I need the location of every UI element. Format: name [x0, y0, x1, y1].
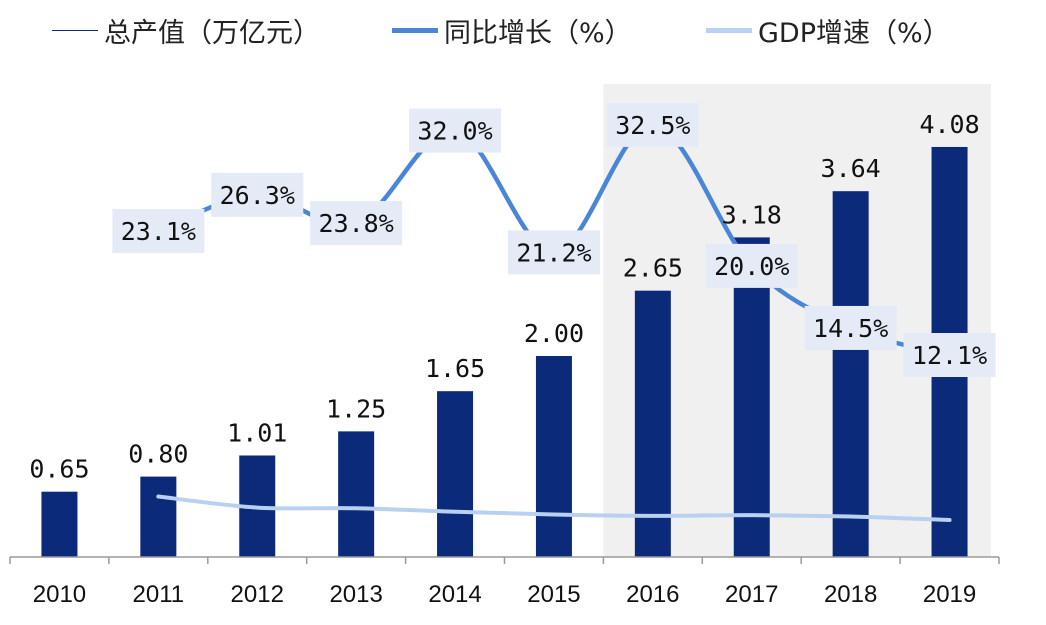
bar-2014 — [437, 391, 474, 557]
growth-label-2019: 12.1% — [903, 333, 996, 378]
growth-label-text-2014: 32.0% — [417, 117, 492, 146]
growth-label-text-2017: 20.0% — [714, 252, 789, 281]
growth-label-text-2015: 21.2% — [516, 238, 591, 267]
bar-2010 — [41, 491, 78, 557]
growth-label-box-2019 — [903, 333, 996, 378]
growth-label-box-2016 — [606, 102, 699, 147]
growth-label-2011: 23.1% — [112, 208, 205, 253]
growth-label-box-2017 — [705, 243, 798, 288]
legend-swatch-gdp — [706, 27, 752, 33]
growth-label-text-2011: 23.1% — [121, 217, 196, 246]
growth-label-2012: 26.3% — [211, 172, 304, 217]
growth-label-2014: 32.0% — [409, 108, 502, 153]
growth-label-text-2019: 12.1% — [912, 341, 987, 370]
gdp-line — [156, 494, 952, 522]
growth-label-box-2014 — [409, 108, 502, 153]
legend-swatch-growth — [392, 27, 438, 33]
growth-label-2013: 23.8% — [310, 201, 403, 246]
bar-2018 — [832, 191, 869, 557]
legend-swatch-output — [52, 29, 98, 31]
growth-label-text-2012: 26.3% — [220, 181, 295, 210]
growth-label-box-2012 — [211, 172, 304, 217]
x-tick-label-2011: 2011 — [133, 581, 185, 608]
growth-label-text-2013: 23.8% — [319, 209, 394, 238]
legend-label-gdp: GDP增速（%） — [758, 17, 950, 49]
x-tick-label-2019: 2019 — [923, 581, 976, 608]
x-tick-label-2017: 2017 — [725, 581, 778, 608]
legend-label-growth: 同比增长（%） — [444, 17, 632, 49]
bar-label-2013: 1.25 — [326, 394, 386, 423]
x-tick-label-2014: 2014 — [428, 581, 481, 608]
growth-label-2015: 21.2% — [507, 230, 600, 275]
growth-label-box-2011 — [112, 208, 205, 253]
bar-label-2016: 2.65 — [623, 254, 683, 283]
legend-label-output: 总产值（万亿元） — [104, 17, 320, 49]
bar-label-2014: 1.65 — [425, 354, 485, 383]
bar-label-2015: 2.00 — [524, 319, 584, 348]
bar-2013 — [338, 431, 375, 557]
bar-label-2018: 3.64 — [821, 154, 881, 183]
growth-label-2018: 14.5% — [804, 305, 897, 350]
growth-label-2017: 20.0% — [705, 243, 798, 288]
x-tick-label-2010: 2010 — [33, 581, 86, 608]
bar-2017 — [733, 237, 770, 557]
growth-label-text-2018: 14.5% — [813, 314, 888, 343]
x-tick-label-2016: 2016 — [626, 581, 679, 608]
x-tick-label-2015: 2015 — [527, 581, 580, 608]
bar-label-2011: 0.80 — [128, 440, 188, 469]
bar-label-2012: 1.01 — [227, 418, 287, 447]
bar-2015 — [535, 356, 572, 557]
bar-label-2019: 4.08 — [919, 110, 979, 139]
legend-item-gdp: GDP增速（%） — [706, 8, 950, 52]
growth-label-box-2015 — [507, 230, 600, 275]
bar-label-2017: 3.18 — [722, 200, 782, 229]
legend-item-growth: 同比增长（%） — [392, 8, 632, 52]
bar-2011 — [140, 476, 177, 557]
x-tick-label-2018: 2018 — [824, 581, 877, 608]
bar-label-2010: 0.65 — [29, 455, 89, 484]
growth-label-2016: 32.5% — [606, 102, 699, 147]
legend-item-output: 总产值（万亿元） — [52, 8, 320, 52]
bar-2016 — [634, 290, 671, 557]
x-tick-label-2013: 2013 — [329, 581, 382, 608]
growth-label-box-2018 — [804, 305, 897, 350]
legend: 总产值（万亿元） 同比增长（%） GDP增速（%） — [0, 8, 1046, 52]
x-tick-label-2012: 2012 — [231, 581, 284, 608]
growth-label-text-2016: 32.5% — [615, 111, 690, 140]
growth-label-box-2013 — [310, 201, 403, 246]
